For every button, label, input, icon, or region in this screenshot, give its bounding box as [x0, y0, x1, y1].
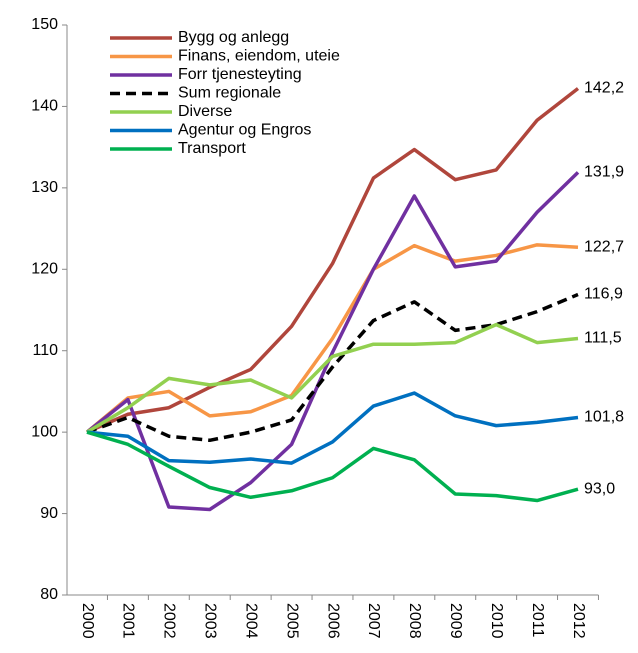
- x-tick-label: 2002: [161, 603, 178, 639]
- series-line: [86, 322, 579, 434]
- y-tick-label: 150: [31, 16, 58, 33]
- x-tick-label: 2005: [283, 603, 300, 639]
- y-tick-label: 110: [32, 342, 58, 359]
- value-label: 131,9: [584, 164, 624, 181]
- x-tick-label: 2000: [79, 603, 96, 639]
- value-label: 122,7: [584, 239, 624, 256]
- legend-label: Agentur og Engros: [178, 122, 311, 139]
- y-tick-label: 130: [31, 179, 58, 196]
- value-label: 111,5: [584, 330, 622, 347]
- series-line: [86, 391, 579, 465]
- y-tick-label: 80: [40, 586, 58, 603]
- legend-label: Forr tjenesteyting: [178, 66, 302, 83]
- x-tick-label: 2003: [202, 603, 219, 639]
- legend-label: Diverse: [178, 103, 232, 120]
- x-tick-label: 2011: [529, 603, 546, 638]
- x-tick-label: 2012: [570, 603, 587, 639]
- x-tick-label: 2006: [324, 603, 341, 639]
- legend-label: Transport: [178, 140, 246, 157]
- x-tick-label: 2004: [242, 603, 259, 639]
- value-label: 93,0: [584, 480, 615, 497]
- y-tick-label: 120: [31, 261, 58, 278]
- series-line: [85, 171, 580, 512]
- y-tick-label: 90: [40, 505, 58, 522]
- x-tick-label: 2009: [447, 603, 464, 639]
- series-line: [86, 87, 580, 434]
- series-line: [85, 243, 579, 434]
- x-tick-label: 2010: [488, 603, 505, 639]
- legend-label: Finans, eiendom, uteie: [178, 48, 340, 65]
- value-label: 142,2: [584, 80, 624, 97]
- value-label: 101,8: [584, 409, 624, 426]
- legend-label: Bygg og anlegg: [178, 29, 289, 46]
- x-tick-label: 2007: [365, 603, 382, 639]
- x-tick-label: 2001: [120, 603, 137, 639]
- series-line: [86, 430, 579, 503]
- y-tick-label: 100: [31, 423, 58, 440]
- series-line: [86, 292, 579, 443]
- value-label: 116,9: [584, 286, 623, 303]
- x-tick-label: 2008: [406, 603, 423, 639]
- legend-label: Sum regionale: [178, 85, 281, 102]
- y-tick-label: 140: [31, 98, 58, 115]
